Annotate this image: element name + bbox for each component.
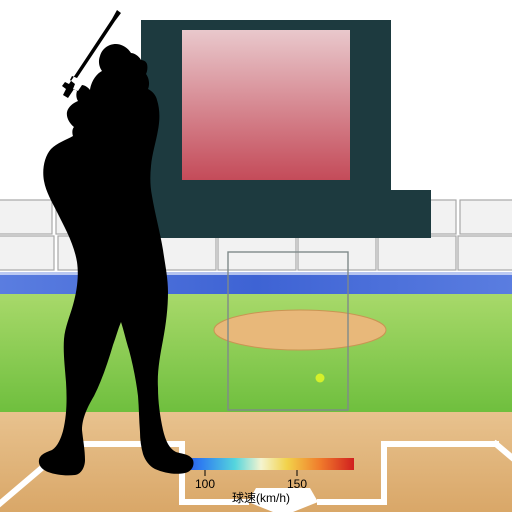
svg-text:150: 150 <box>287 477 307 491</box>
pitchers-mound <box>214 310 386 350</box>
pitch-marker <box>316 374 325 383</box>
legend-colorbar <box>168 458 354 470</box>
scoreboard-screen <box>182 30 350 180</box>
svg-text:100: 100 <box>195 477 215 491</box>
legend-axis-label: 球速(km/h) <box>232 491 290 505</box>
pitch-location-diagram: 100 150 球速(km/h) <box>0 0 512 512</box>
